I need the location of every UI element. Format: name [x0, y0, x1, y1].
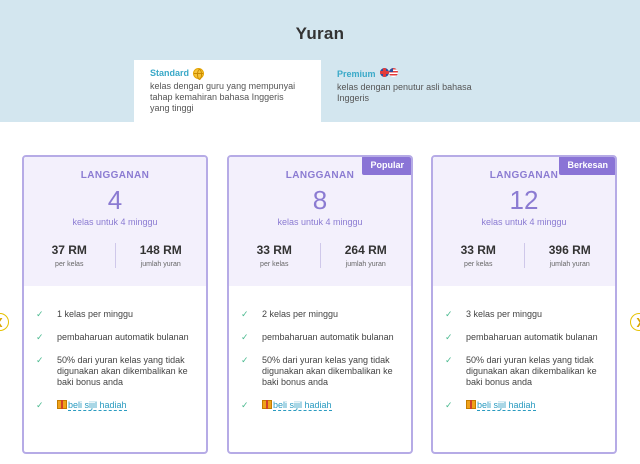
- feature-text: 1 kelas per minggu: [57, 309, 134, 319]
- gift-icon: [262, 400, 272, 409]
- feature-item: ✓ 50% dari yuran kelas yang tidak digunak…: [445, 355, 603, 388]
- globe-icon: [193, 68, 205, 80]
- uk-flag-icon: [379, 68, 389, 77]
- price-per-class: 33 RM: [256, 243, 292, 257]
- check-icon: ✓: [445, 309, 453, 319]
- feature-item: ✓ beli sijil hadiah: [241, 400, 399, 411]
- check-icon: ✓: [36, 400, 44, 410]
- tab-standard-description: kelas dengan guru yang mempunyai tahap k…: [150, 81, 296, 113]
- price-per-class-label: per kelas: [464, 261, 493, 268]
- page-title: Yuran: [295, 24, 345, 43]
- feature-item: ✓ pembaharuan automatik bulanan: [241, 332, 399, 343]
- tab-standard-label: Standard: [150, 68, 190, 78]
- check-icon: ✓: [445, 332, 453, 342]
- gift-icon: [57, 400, 67, 409]
- buy-gift-certificate-link[interactable]: beli sijil hadiah: [68, 400, 127, 411]
- total-price: 148 RM: [139, 243, 182, 257]
- total-price-label: jumlah yuran: [345, 261, 386, 268]
- feature-text: 2 kelas per minggu: [262, 309, 339, 319]
- check-icon: ✓: [36, 309, 44, 319]
- price-per-class-label: per kelas: [260, 261, 289, 268]
- feature-text: 50% dari yuran kelas yang tidak digunaka…: [466, 355, 597, 387]
- plan-class-count: 8: [312, 185, 328, 215]
- feature-text: 50% dari yuran kelas yang tidak digunaka…: [57, 355, 188, 387]
- check-icon: ✓: [36, 332, 44, 342]
- feature-text: 50% dari yuran kelas yang tidak digunaka…: [262, 355, 393, 387]
- check-icon: ✓: [241, 332, 249, 342]
- price-per-class-label: per kelas: [55, 261, 84, 268]
- plan-card-12[interactable]: Berkesan LANGGANAN 12 kelas untuk 4 ming…: [431, 155, 617, 454]
- check-icon: ✓: [241, 400, 249, 410]
- check-icon: ✓: [241, 309, 249, 319]
- plan-class-count: 12: [509, 185, 539, 215]
- tab-standard[interactable]: Standard kelas dengan guru yang mempunya…: [134, 60, 321, 122]
- flags-icon: [379, 68, 398, 80]
- us-flag-icon: [388, 68, 398, 77]
- feature-list: ✓ 2 kelas per minggu ✓ pembaharuan automat…: [229, 286, 411, 411]
- buy-gift-certificate-link[interactable]: beli sijil hadiah: [273, 400, 332, 411]
- feature-text: pembaharuan automatik bulanan: [262, 332, 394, 342]
- feature-item: ✓ 2 kelas per minggu: [241, 309, 399, 320]
- popular-badge: Popular: [362, 157, 411, 175]
- feature-list: ✓ 3 kelas per minggu ✓ pembaharuan automat…: [433, 286, 615, 411]
- check-icon: ✓: [36, 355, 44, 365]
- total-price-label: jumlah yuran: [549, 261, 590, 268]
- feature-item: ✓ beli sijil hadiah: [36, 400, 194, 411]
- plan-label: LANGGANAN: [285, 170, 355, 181]
- tab-premium[interactable]: Premium kelas dengan penutur asli bahasa…: [321, 60, 511, 122]
- plan-class-count: 4: [107, 185, 123, 215]
- plan-card-4[interactable]: LANGGANAN 4 kelas untuk 4 minggu 37 RM p…: [22, 155, 208, 454]
- chevron-left-icon: ❮: [0, 317, 4, 327]
- feature-item: ✓ 3 kelas per minggu: [445, 309, 603, 320]
- feature-item: ✓ pembaharuan automatik bulanan: [445, 332, 603, 343]
- plan-count-label: kelas untuk 4 minggu: [277, 217, 363, 227]
- plan-label: LANGGANAN: [80, 170, 150, 181]
- feature-list: ✓ 1 kelas per minggu ✓ pembaharuan automat…: [24, 286, 206, 411]
- feature-item: ✓ beli sijil hadiah: [445, 400, 603, 411]
- feature-item: ✓ 1 kelas per minggu: [36, 309, 194, 320]
- check-icon: ✓: [445, 400, 453, 410]
- feature-item: ✓ 50% dari yuran kelas yang tidak digunak…: [36, 355, 194, 388]
- effective-badge: Berkesan: [559, 157, 615, 175]
- price-per-class: 37 RM: [51, 243, 87, 257]
- feature-text: 3 kelas per minggu: [466, 309, 543, 319]
- tab-premium-label: Premium: [337, 68, 376, 79]
- tab-premium-description: kelas dengan penutur asli bahasa Inggeri…: [337, 82, 472, 103]
- total-price: 264 RM: [344, 243, 387, 257]
- feature-item: ✓ 50% dari yuran kelas yang tidak digunak…: [241, 355, 399, 388]
- price-per-class: 33 RM: [460, 243, 496, 257]
- plan-count-label: kelas untuk 4 minggu: [481, 217, 567, 227]
- chevron-right-icon: ❯: [635, 317, 640, 327]
- carousel-next-button[interactable]: ❯: [630, 313, 640, 331]
- plan-summary: LANGGANAN 4 kelas untuk 4 minggu 37 RM p…: [24, 157, 206, 286]
- buy-gift-certificate-link[interactable]: beli sijil hadiah: [477, 400, 536, 411]
- plan-label: LANGGANAN: [489, 170, 559, 181]
- carousel-prev-button[interactable]: ❮: [0, 313, 9, 331]
- check-icon: ✓: [241, 355, 249, 365]
- total-price: 396 RM: [548, 243, 591, 257]
- plan-count-label: kelas untuk 4 minggu: [72, 217, 158, 227]
- check-icon: ✓: [445, 355, 453, 365]
- plan-card-8[interactable]: Popular LANGGANAN 8 kelas untuk 4 minggu…: [227, 155, 413, 454]
- plan-summary: Popular LANGGANAN 8 kelas untuk 4 minggu…: [229, 157, 411, 286]
- gift-icon: [466, 400, 476, 409]
- feature-item: ✓ pembaharuan automatik bulanan: [36, 332, 194, 343]
- feature-text: pembaharuan automatik bulanan: [57, 332, 189, 342]
- plan-summary: Berkesan LANGGANAN 12 kelas untuk 4 ming…: [433, 157, 615, 286]
- feature-text: pembaharuan automatik bulanan: [466, 332, 598, 342]
- total-price-label: jumlah yuran: [140, 261, 181, 268]
